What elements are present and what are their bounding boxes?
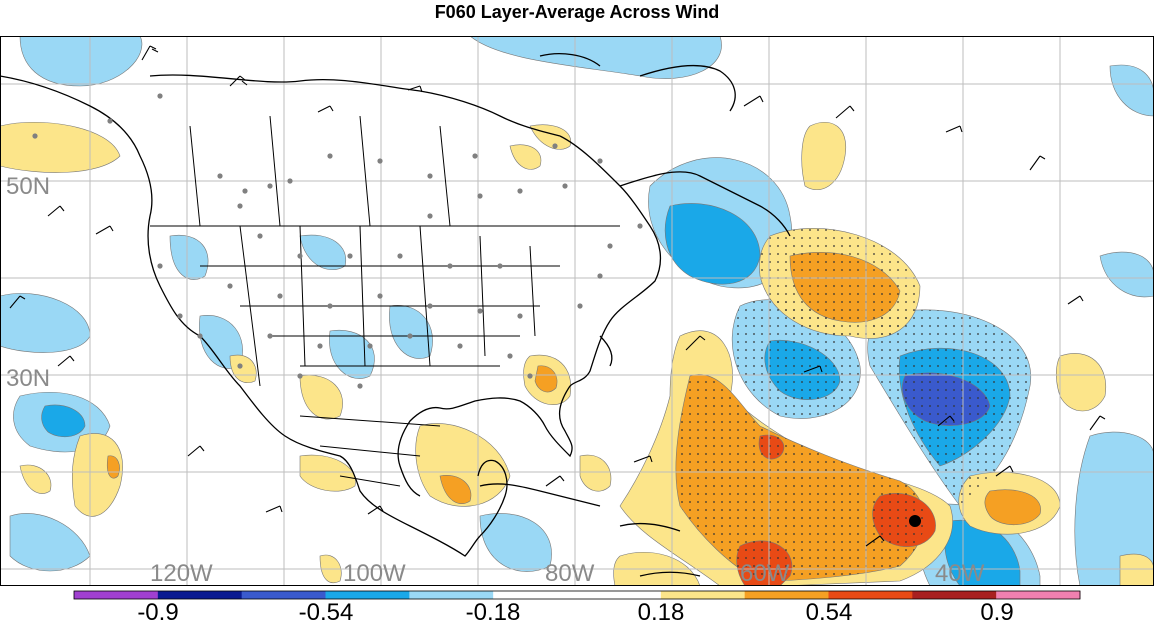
lon-label-80w: 80W [545, 560, 595, 586]
lat-label-30n: 30N [6, 365, 50, 392]
location-marker [909, 515, 921, 527]
colorbar-swatch [241, 591, 326, 599]
lat-label-50n: 50N [6, 173, 50, 200]
colorbar-swatch [493, 591, 578, 599]
wind-barbs [9, 45, 1106, 547]
colorbar-swatch [577, 591, 662, 599]
colorbar-swatch [912, 591, 997, 599]
colorbar-swatch [828, 591, 913, 599]
colorbar-swatches [74, 591, 1081, 599]
map-panel: 50N 30N 120W 100W 80W 60W 40W [0, 36, 1154, 586]
colorbar-frame [73, 590, 1081, 600]
colorbar-label-neg-0-9: -0.9 [137, 599, 178, 622]
colorbar-label-0-9: 0.9 [980, 599, 1013, 622]
map-title: F060 Layer-Average Across Wind [434, 2, 720, 22]
lon-label-120w: 120W [150, 560, 213, 586]
colorbar-swatch [409, 591, 494, 599]
colorbar-swatch [157, 591, 243, 599]
lon-label-100w: 100W [343, 560, 406, 586]
lon-label-40w: 40W [935, 560, 985, 586]
colorbar-label-neg-0-18: -0.18 [466, 599, 521, 622]
station-dots [32, 93, 643, 389]
significance-stippling [675, 228, 1031, 581]
coastlines [0, 53, 791, 577]
colorbar-swatch [660, 591, 746, 599]
colorbar-swatch [325, 591, 410, 599]
colorbar-swatch [744, 591, 829, 599]
colorbar: -0.9 -0.54 -0.18 0.18 0.54 0.9 [73, 590, 1081, 622]
colorbar-label-neg-0-54: -0.54 [299, 599, 354, 622]
lon-label-60w: 60W [740, 560, 790, 586]
colorbar-swatch [996, 591, 1081, 599]
colorbar-swatch [74, 591, 159, 599]
colorbar-label-0-18: 0.18 [638, 599, 685, 622]
colorbar-label-0-54: 0.54 [806, 599, 853, 622]
